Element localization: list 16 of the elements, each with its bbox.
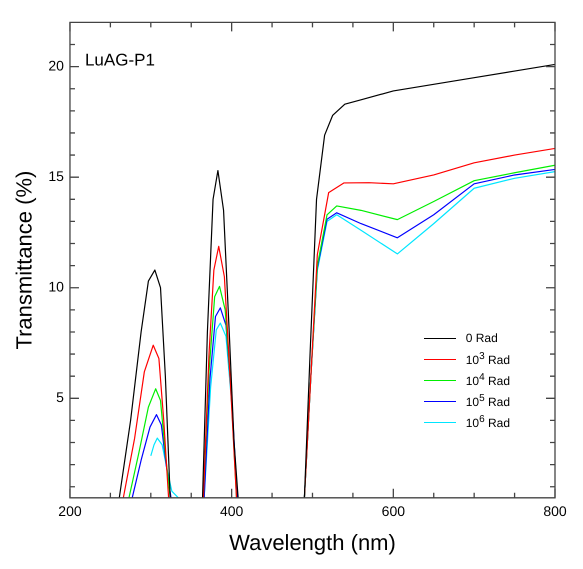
text: LuAG-P1 bbox=[84, 50, 155, 70]
legend-label: 10$^{5}$ Rad bbox=[466, 393, 510, 410]
x-tick-label: 600 bbox=[382, 503, 406, 520]
y-tick-label: 15 bbox=[48, 168, 64, 184]
x-tick-label: 800 bbox=[543, 503, 567, 520]
legend-label: 10$^{6}$ Rad bbox=[466, 414, 510, 430]
y-axis-title: Transmittance (%) bbox=[11, 170, 36, 350]
legend-label: 10$^{3}$ Rad bbox=[466, 351, 510, 368]
x-axis-title: Wavelength (nm) bbox=[229, 530, 396, 555]
y-tick-label: 20 bbox=[48, 57, 64, 74]
y-tick-label: 10 bbox=[48, 278, 64, 295]
y-tick-label: 5 bbox=[56, 389, 64, 406]
x-tick-label: 400 bbox=[220, 503, 244, 520]
legend-label: 0 Rad bbox=[466, 331, 498, 346]
legend-label: 10$^{4}$ Rad bbox=[466, 372, 510, 388]
x-tick-label: 200 bbox=[58, 503, 82, 520]
